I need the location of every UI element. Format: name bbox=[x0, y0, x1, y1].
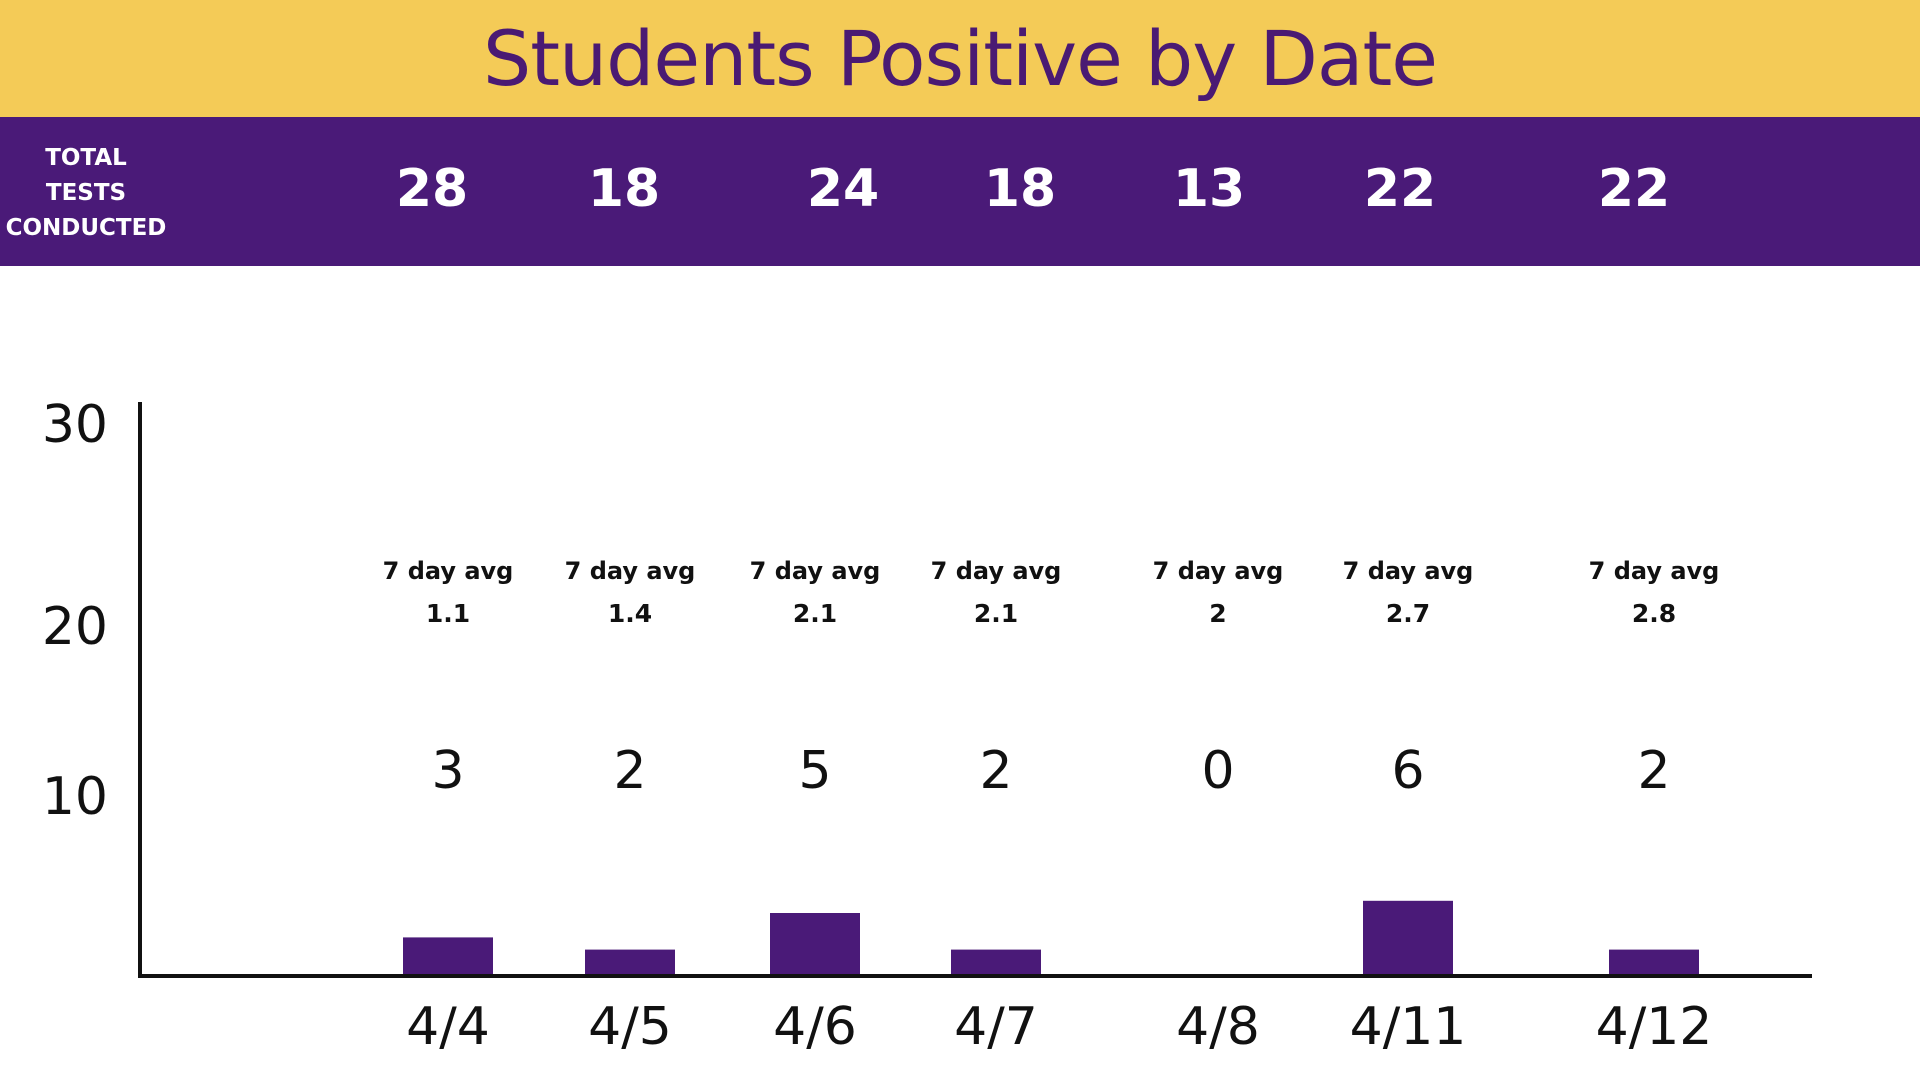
positive-count-label: 0 bbox=[1201, 741, 1234, 801]
seven-day-avg-label: 7 day avg bbox=[750, 557, 881, 585]
seven-day-avg-value: 1.1 bbox=[426, 599, 470, 628]
total-tests-value: 28 bbox=[395, 159, 469, 219]
x-tick-label: 4/4 bbox=[406, 997, 490, 1057]
tests-conducted-bar: TOTAL TESTS CONDUCTED 28 18 24 18 13 22 22 bbox=[0, 117, 1920, 266]
seven-day-avg-label: 7 day avg bbox=[1343, 557, 1474, 585]
bar bbox=[770, 913, 860, 974]
x-tick-label: 4/11 bbox=[1350, 997, 1467, 1057]
bar bbox=[1363, 900, 1453, 974]
title-bar: Students Positive by Date bbox=[0, 0, 1920, 117]
x-tick-label: 4/5 bbox=[588, 997, 672, 1057]
bar bbox=[1609, 949, 1699, 974]
seven-day-avg-value: 2 bbox=[1209, 599, 1226, 628]
seven-day-avg-label: 7 day avg bbox=[1589, 557, 1720, 585]
positive-count-label: 2 bbox=[1637, 741, 1670, 801]
bars bbox=[403, 900, 1699, 974]
y-tick-label: 10 bbox=[42, 767, 108, 827]
x-tick-label: 4/7 bbox=[954, 997, 1038, 1057]
tests-label-line: TESTS bbox=[45, 180, 127, 206]
positive-count-label: 2 bbox=[613, 741, 646, 801]
positive-count-label: 3 bbox=[431, 741, 464, 801]
x-tick-label: 4/12 bbox=[1596, 997, 1713, 1057]
x-tick-label: 4/6 bbox=[773, 997, 857, 1057]
positive-count-label: 2 bbox=[979, 741, 1012, 801]
seven-day-avg-value: 1.4 bbox=[608, 599, 652, 628]
seven-day-avg-value: 2.8 bbox=[1632, 599, 1676, 628]
tests-label-line: CONDUCTED bbox=[5, 215, 167, 241]
positive-count-label: 5 bbox=[798, 741, 831, 801]
seven-day-avg-value: 2.7 bbox=[1386, 599, 1430, 628]
seven-day-avg-label: 7 day avg bbox=[383, 557, 514, 585]
bar bbox=[951, 949, 1041, 974]
tests-conducted-label: TOTAL TESTS CONDUCTED bbox=[0, 141, 172, 246]
total-tests-value: 13 bbox=[1172, 159, 1246, 219]
total-tests-value: 22 bbox=[1363, 159, 1437, 219]
labels: 3 7 day avg 1.1 4/4 2 7 day avg 1.4 4/5 5 7 day a… bbox=[383, 557, 1720, 1057]
chart-title: Students Positive by Date bbox=[482, 14, 1438, 103]
seven-day-avg-label: 7 day avg bbox=[1153, 557, 1284, 585]
bar bbox=[403, 937, 493, 974]
seven-day-avg-label: 7 day avg bbox=[931, 557, 1062, 585]
total-tests-value: 22 bbox=[1597, 159, 1671, 219]
total-tests-value: 18 bbox=[983, 159, 1057, 219]
seven-day-avg-label: 7 day avg bbox=[565, 557, 696, 585]
tests-label-line: TOTAL bbox=[45, 145, 127, 171]
positive-count-label: 6 bbox=[1391, 741, 1424, 801]
bar bbox=[585, 949, 675, 974]
seven-day-avg-value: 2.1 bbox=[974, 599, 1018, 628]
total-tests-value: 24 bbox=[806, 159, 880, 219]
total-tests-value: 18 bbox=[587, 159, 661, 219]
y-tick-label: 30 bbox=[42, 395, 108, 455]
y-ticks: 10 20 30 bbox=[42, 395, 108, 827]
seven-day-avg-value: 2.1 bbox=[793, 599, 837, 628]
x-tick-label: 4/8 bbox=[1176, 997, 1260, 1057]
y-tick-label: 20 bbox=[42, 597, 108, 657]
